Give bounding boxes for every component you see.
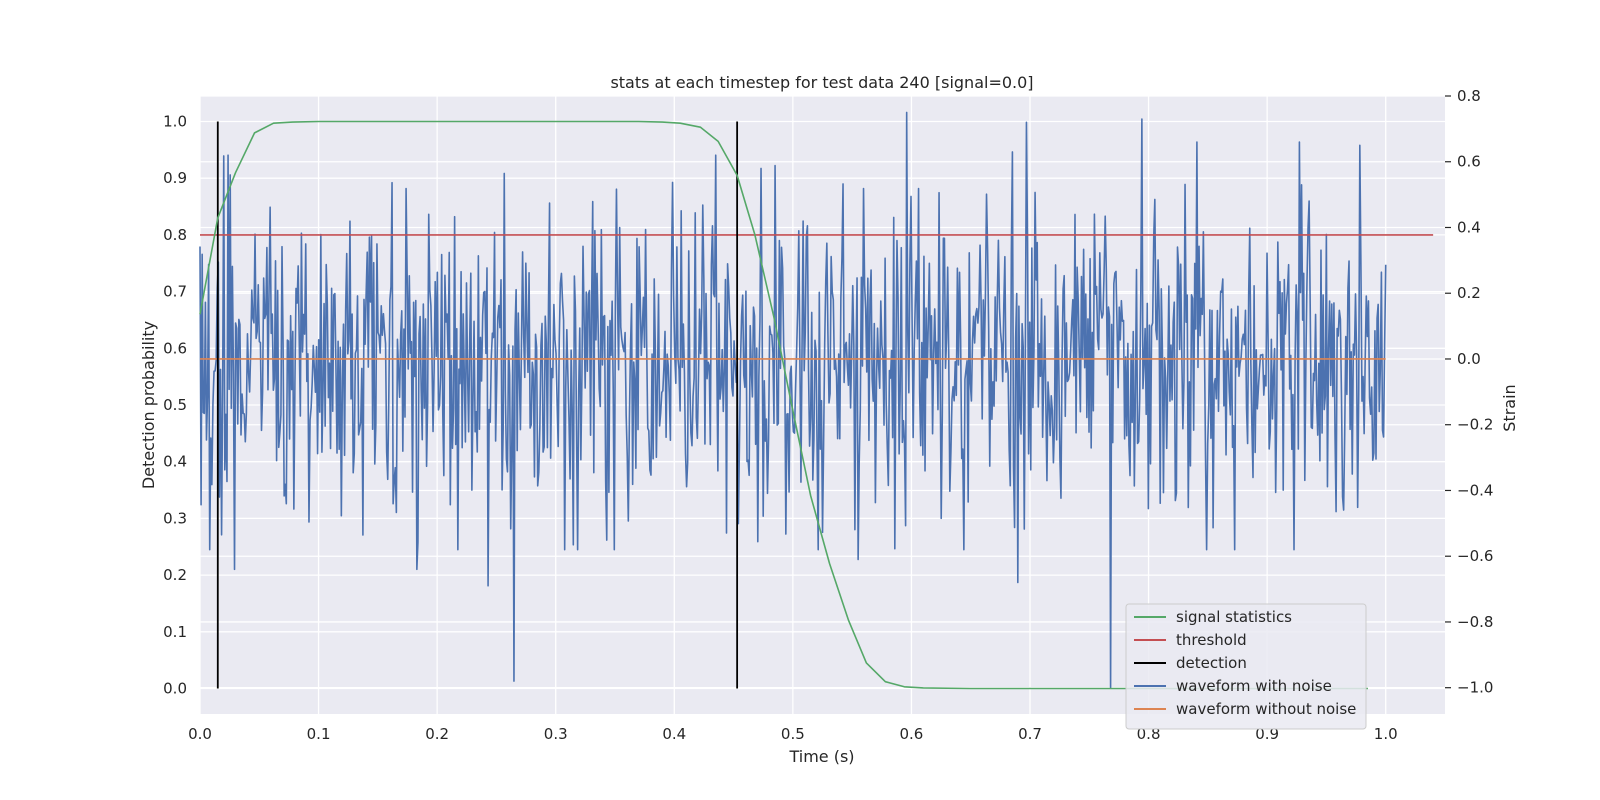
y-tick-label: 0.2 bbox=[163, 566, 187, 584]
legend-label: signal statistics bbox=[1176, 608, 1292, 626]
series-waveform-with-noise bbox=[199, 111, 1387, 689]
y2-tick-label: −0.6 bbox=[1457, 547, 1493, 565]
y-tick-label: 0.5 bbox=[163, 396, 187, 414]
legend-label: detection bbox=[1176, 654, 1247, 672]
y-axis-label: Detection probability bbox=[139, 321, 158, 489]
x-tick-label: 0.0 bbox=[188, 725, 212, 743]
y2-tick-label: −0.8 bbox=[1457, 613, 1493, 631]
x-tick-label: 0.6 bbox=[899, 725, 923, 743]
y-tick-label: 0.3 bbox=[163, 509, 187, 527]
y-tick-label: 0.6 bbox=[163, 339, 187, 357]
series-signal-statistics bbox=[199, 120, 1368, 690]
y-tick-label: 0.9 bbox=[163, 169, 187, 187]
y-axis-left: 0.0 0.1 0.2 0.3 0.4 0.5 0.6 0.7 0.8 0.9 1.0 bbox=[163, 113, 187, 698]
y2-tick-label: −1.0 bbox=[1457, 679, 1493, 697]
y2-tick-label: 0.6 bbox=[1457, 153, 1481, 171]
y-axis-right: −1.0 −0.8 −0.6 −0.4 −0.2 0.0 0.2 0.4 0.6 0.8 bbox=[1445, 87, 1493, 697]
y-tick-label: 1.0 bbox=[163, 113, 187, 131]
legend-label: waveform without noise bbox=[1176, 700, 1356, 718]
y-tick-label: 0.1 bbox=[163, 623, 187, 641]
x-tick-label: 0.1 bbox=[307, 725, 331, 743]
legend-label: threshold bbox=[1176, 631, 1247, 649]
x-axis: 0.0 0.1 0.2 0.3 0.4 0.5 0.6 0.7 0.8 0.9 1.0 bbox=[188, 725, 1398, 743]
y2-tick-label: −0.4 bbox=[1457, 481, 1493, 499]
y-tick-label: 0.7 bbox=[163, 283, 187, 301]
legend-label: waveform with noise bbox=[1176, 677, 1332, 695]
x-tick-label: 0.3 bbox=[544, 725, 568, 743]
x-tick-label: 0.4 bbox=[662, 725, 686, 743]
y-tick-label: 0.4 bbox=[163, 453, 187, 471]
legend-box bbox=[1125, 603, 1367, 730]
y2-tick-label: 0.0 bbox=[1457, 350, 1481, 368]
x-tick-label: 0.7 bbox=[1018, 725, 1042, 743]
y2-tick-label: 0.8 bbox=[1457, 87, 1481, 105]
legend: signal statistics threshold detection wavef… bbox=[1125, 603, 1367, 730]
y2-axis-label: Strain bbox=[1500, 384, 1519, 431]
y-tick-label: 0.0 bbox=[163, 679, 187, 697]
x-tick-label: 1.0 bbox=[1374, 725, 1398, 743]
x-tick-label: 0.2 bbox=[425, 725, 449, 743]
x-axis-label: Time (s) bbox=[788, 747, 854, 766]
y2-tick-label: 0.2 bbox=[1457, 284, 1481, 302]
x-tick-label: 0.5 bbox=[781, 725, 805, 743]
series-layer bbox=[199, 111, 1434, 690]
y-tick-label: 0.8 bbox=[163, 226, 187, 244]
y2-tick-label: −0.2 bbox=[1457, 416, 1493, 434]
chart-title: stats at each timestep for test data 240… bbox=[610, 73, 1033, 92]
y2-tick-label: 0.4 bbox=[1457, 218, 1481, 236]
